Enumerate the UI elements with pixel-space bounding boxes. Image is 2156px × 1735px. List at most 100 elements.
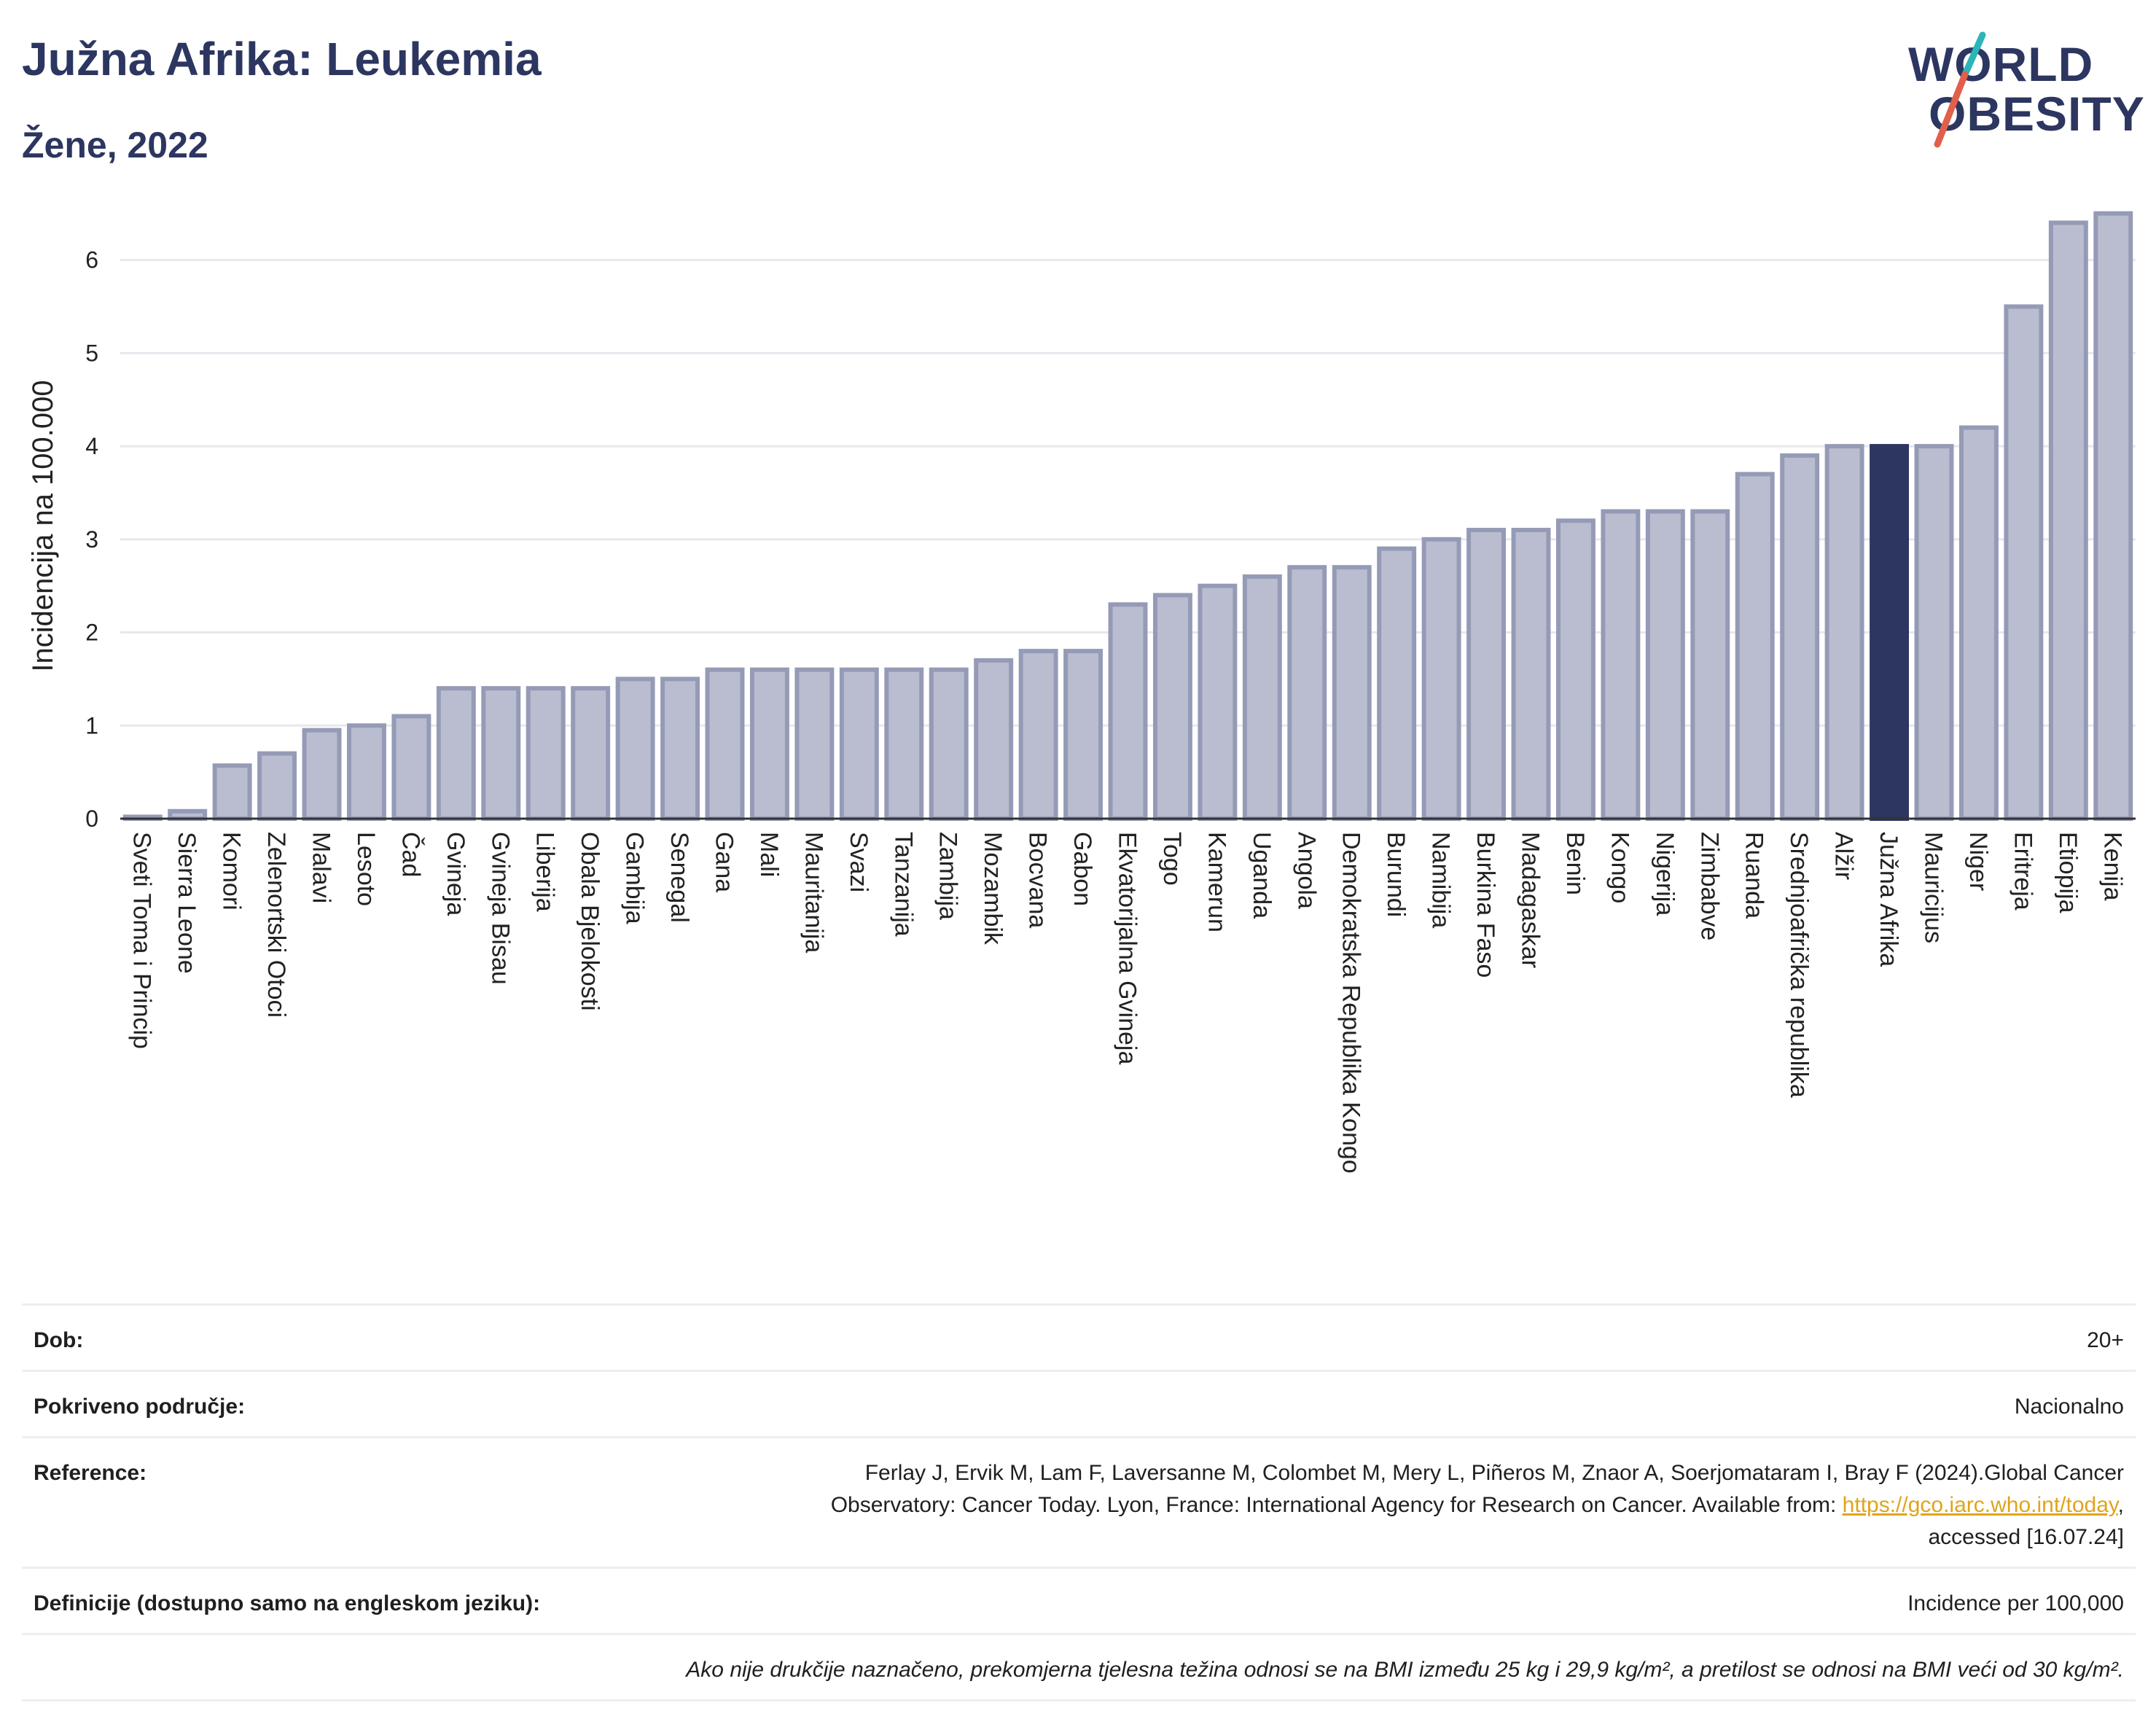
bar	[615, 677, 655, 822]
bar	[391, 714, 431, 821]
y-tick-label: 3	[85, 526, 98, 553]
bar	[436, 686, 476, 821]
y-tick-label: 0	[85, 806, 98, 832]
page-title: Južna Afrika: Leukemia	[22, 33, 542, 85]
bar-chart: 0 1 2 3 4 5 6 Incidencija na 100.000 Sveti Toma …	[27, 211, 2136, 1174]
bar	[660, 677, 700, 822]
x-tick-label: Alžir	[1830, 832, 1858, 880]
bar	[2048, 220, 2088, 821]
bar	[1645, 509, 1685, 821]
reference-label: Reference:	[34, 1461, 147, 1485]
x-tick-label: Gambija	[621, 832, 649, 924]
bar	[974, 658, 1014, 822]
x-tick-label: Etiopija	[2054, 832, 2082, 913]
x-tick-label: Namibija	[1427, 832, 1455, 928]
bar	[526, 686, 566, 821]
reference-line-2-end: ,	[2117, 1493, 2124, 1517]
bar	[346, 723, 386, 821]
x-tick-label: Gana	[711, 832, 738, 892]
x-tick-label: Madagaskar	[1517, 832, 1544, 968]
bar	[302, 728, 342, 822]
bar	[2004, 304, 2044, 821]
x-tick-label: Ekvatorijalna Gvineja	[1114, 832, 1141, 1064]
logo-text-world: WORLD	[1908, 37, 2094, 91]
bar	[1421, 537, 1461, 821]
bar	[1690, 509, 1730, 821]
x-tick-label: Sierra Leone	[173, 832, 200, 974]
y-axis-title: Incidencija na 100.000	[27, 380, 59, 671]
bar	[839, 667, 879, 821]
bar	[257, 751, 297, 821]
x-tick-label: Gvineja	[442, 832, 469, 916]
x-tick-label: Lesoto	[352, 832, 380, 906]
bar	[929, 667, 969, 821]
page-subtitle: Žene, 2022	[22, 125, 208, 165]
age-label: Dob:	[34, 1328, 84, 1352]
x-tick-label: Južna Afrika	[1875, 832, 1902, 967]
footnote: Ako nije drukčije naznačeno, prekomjerna…	[686, 1658, 2124, 1682]
bar	[212, 763, 252, 821]
x-tick-label: Kongo	[1606, 832, 1633, 903]
bar	[168, 808, 208, 821]
x-tick-label: Zimbabve	[1695, 832, 1723, 940]
x-tick-label: Bocvana	[1024, 832, 1052, 928]
bar	[571, 686, 611, 821]
reference-line-1: Ferlay J, Ervik M, Lam F, Laversanne M, …	[864, 1461, 2124, 1485]
reference-line-3: accessed [16.07.24]	[1928, 1525, 2124, 1549]
x-tick-label: Senegal	[665, 832, 693, 923]
bar	[1152, 593, 1192, 821]
coverage-label: Pokriveno područje:	[34, 1395, 246, 1419]
x-tick-label: Burundi	[1382, 832, 1410, 917]
x-tick-label: Mozambik	[979, 832, 1007, 946]
y-tick-label: 5	[85, 340, 98, 366]
bar	[1601, 509, 1641, 821]
bar	[2093, 211, 2133, 822]
x-tick-label: Zambija	[934, 832, 962, 920]
reference-value: Ferlay J, Ervik M, Lam F, Laversanne M, …	[558, 1457, 2124, 1553]
x-tick-label: Komori	[218, 832, 246, 911]
age-value: 20+	[2087, 1328, 2124, 1352]
bar	[1914, 444, 1954, 821]
x-tick-label: Mauricijus	[1920, 832, 1948, 943]
bar	[1555, 518, 1595, 821]
bar	[1332, 565, 1372, 821]
world-obesity-logo: WORLD OBESITY	[1895, 29, 2144, 153]
bar	[1511, 528, 1551, 821]
x-tick-label: Liberija	[531, 832, 559, 912]
bar	[1242, 574, 1282, 822]
y-tick-label: 6	[85, 247, 98, 273]
bar	[1958, 425, 1999, 821]
definition-row: Definicije (dostupno samo na engleskom j…	[22, 1567, 2136, 1633]
x-tick-label: Gvineja Bisau	[486, 832, 514, 985]
x-tick-label: Tanzanija	[889, 832, 917, 937]
definition-value: Incidence per 100,000	[1907, 1591, 2124, 1615]
logo-slash-icon	[1934, 31, 1986, 148]
bar	[1377, 546, 1417, 821]
reference-line-2: Observatory: Cancer Today. Lyon, France:…	[830, 1493, 1843, 1517]
bar	[794, 667, 835, 821]
x-tick-label: Srednjoafrička republika	[1785, 832, 1813, 1098]
coverage-row: Pokriveno područje: Nacionalno	[22, 1370, 2136, 1436]
x-tick-label: Benin	[1561, 832, 1589, 895]
bar	[1018, 649, 1058, 821]
bar	[481, 686, 521, 821]
reference-link[interactable]: https://gco.iarc.who.int/today	[1842, 1493, 2118, 1517]
y-tick-label: 4	[85, 433, 98, 459]
x-tick-label: Mali	[755, 832, 783, 877]
x-tick-label: Uganda	[1248, 832, 1276, 919]
y-tick-label: 1	[85, 712, 98, 738]
definition-label: Definicije (dostupno samo na engleskom j…	[34, 1591, 541, 1615]
x-tick-label: Svazi	[845, 832, 872, 892]
x-tick-label: Obala Bjelokosti	[576, 832, 604, 1011]
logo-text-obesity: OBESITY	[1929, 87, 2145, 141]
x-tick-label: Čad	[397, 832, 424, 877]
x-tick-label: Togo	[1158, 832, 1186, 886]
note-row: Ako nije drukčije naznačeno, prekomjerna…	[22, 1633, 2136, 1701]
bar	[1870, 444, 1910, 821]
x-tick-label: Sveti Toma i Princip	[128, 832, 156, 1049]
x-tick-label: Mauritanija	[800, 832, 827, 953]
bar	[1287, 565, 1327, 821]
x-tick-label: Kenija	[2098, 832, 2126, 901]
y-tick-label: 2	[85, 620, 98, 646]
x-tick-label: Eritreja	[2009, 832, 2036, 911]
